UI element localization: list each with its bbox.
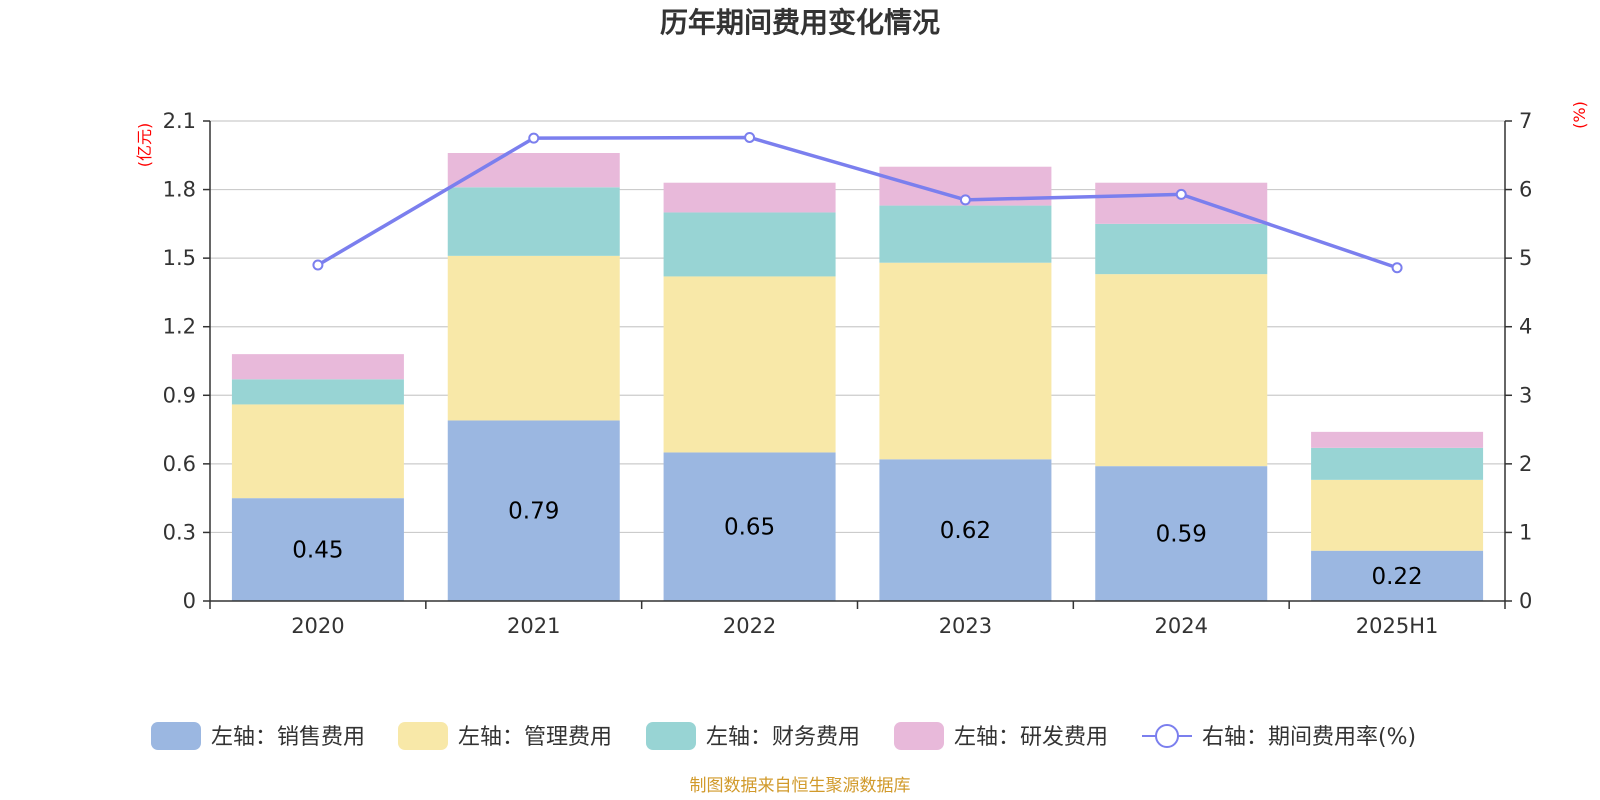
bar-segment-0-2024 <box>1095 466 1268 601</box>
bar-segment-0-2022 <box>663 452 836 601</box>
data-source-note: 制图数据来自恒生聚源数据库 <box>690 776 911 796</box>
bar-data-label: 0.45 <box>292 538 343 564</box>
legend-label-2: 左轴：财务费用 <box>706 725 860 750</box>
legend-swatch-2 <box>646 722 696 750</box>
x-axis-tick-label: 2021 <box>507 614 560 638</box>
bar-data-label: 0.79 <box>508 499 559 525</box>
bar-data-label: 0.65 <box>724 515 775 541</box>
left-axis-tick-label: 1.2 <box>163 315 196 339</box>
rate-point-2022 <box>744 131 756 143</box>
bar-segment-0-2025H1 <box>1311 550 1484 601</box>
right-axis-tick-label: 0 <box>1519 589 1532 613</box>
x-axis-tick-label: 2020 <box>291 614 344 638</box>
bar-segment-2-2022 <box>663 212 836 277</box>
bar-segment-1-2025H1 <box>1311 479 1484 551</box>
rate-point-2024 <box>1175 188 1187 200</box>
bar-segment-1-2020 <box>231 404 404 499</box>
bar-segment-0-2020 <box>231 498 404 601</box>
legend-label-1: 左轴：管理费用 <box>458 725 612 750</box>
right-axis-tick-label: 7 <box>1519 109 1532 133</box>
bar-segment-2-2020 <box>231 379 404 405</box>
rate-line-path <box>317 135 1398 270</box>
gridlines <box>210 120 1505 534</box>
legend-swatch-3 <box>894 722 944 750</box>
legend-label-0: 左轴：销售费用 <box>211 725 365 750</box>
right-axis-tick-label: 3 <box>1519 383 1532 407</box>
bar-segment-2-2021 <box>447 187 620 256</box>
right-axis-tick-label: 4 <box>1519 315 1532 339</box>
left-axis-tick-label: 1.8 <box>163 178 196 202</box>
bar-segment-2-2025H1 <box>1311 447 1484 480</box>
x-axis-tick-label: 2023 <box>939 614 992 638</box>
bar-segment-0-2023 <box>879 459 1052 601</box>
bar-data-label: 0.59 <box>1156 522 1207 548</box>
bar-segment-1-2021 <box>447 255 620 421</box>
right-axis-unit: (%) <box>1570 101 1589 129</box>
legend-marker-symbol <box>1155 724 1179 748</box>
rate-point-2021 <box>528 132 540 144</box>
right-axis-tick-label: 2 <box>1519 452 1532 476</box>
bar-segment-2-2023 <box>879 205 1052 263</box>
axes: 0 0.3 0.6 0.9 1.2 1.5 1.8 2.1 0 1 2 3 4 5 6 7 2020 2021 20… <box>135 101 1589 638</box>
bar-segment-1-2024 <box>1095 274 1268 467</box>
bar-segment-3-2020 <box>231 354 404 380</box>
x-axis-tick-label: 2025H1 <box>1356 614 1439 638</box>
left-axis-tick-label: 0.9 <box>163 383 196 407</box>
right-axis-tick-label: 6 <box>1519 178 1532 202</box>
legend-label-3: 左轴：研发费用 <box>954 725 1108 750</box>
bar-segment-1-2023 <box>879 262 1052 460</box>
chart-title: 历年期间费用变化情况 <box>660 6 940 39</box>
bar-segment-2-2024 <box>1095 223 1268 275</box>
bar-data-label: 0.22 <box>1371 564 1422 590</box>
bars: 0.45 0.79 0.65 0.62 0.59 0.22 <box>231 153 1484 601</box>
right-axis-tick-label: 5 <box>1519 246 1532 270</box>
left-axis-tick-label: 0 <box>183 589 196 613</box>
legend-label-4: 右轴：期间费用率(%) <box>1202 725 1416 750</box>
bar-segment-1-2022 <box>663 276 836 453</box>
rate-line <box>312 131 1403 274</box>
legend-swatch-0 <box>151 722 201 750</box>
left-axis-tick-label: 2.1 <box>163 109 196 133</box>
left-axis-tick-label: 1.5 <box>163 246 196 270</box>
bar-segment-3-2025H1 <box>1311 431 1484 448</box>
bar-segment-3-2021 <box>447 153 620 188</box>
bar-segment-3-2022 <box>663 182 836 213</box>
rate-point-2023 <box>959 194 971 206</box>
left-axis-unit: (亿元) <box>135 123 154 168</box>
left-axis-tick-label: 0.3 <box>163 520 196 544</box>
right-axis-tick-label: 1 <box>1519 520 1532 544</box>
legend-swatch-1 <box>398 722 448 750</box>
left-axis-tick-label: 0.6 <box>163 452 196 476</box>
x-axis-tick-label: 2022 <box>723 614 776 638</box>
legend: 左轴：销售费用 左轴：管理费用 左轴：财务费用 左轴：研发费用 右轴：期间费用率(%) <box>151 722 1416 750</box>
bar-data-label: 0.62 <box>940 518 991 544</box>
rate-point-2025H1 <box>1391 262 1403 274</box>
bar-segment-0-2021 <box>447 420 620 601</box>
rate-point-2020 <box>312 259 324 271</box>
x-axis-tick-label: 2024 <box>1155 614 1208 638</box>
